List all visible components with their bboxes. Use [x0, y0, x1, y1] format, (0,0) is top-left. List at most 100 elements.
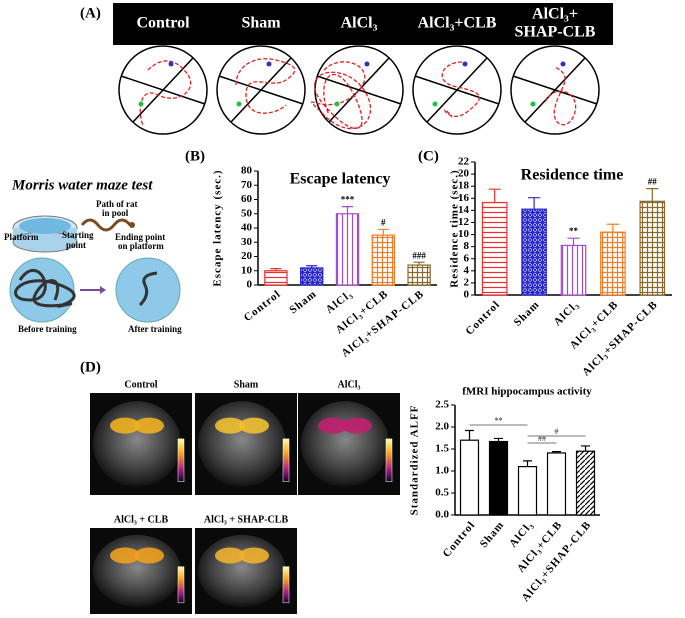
significance: **	[569, 226, 579, 236]
brain	[301, 401, 389, 487]
group-label: Sham	[241, 15, 281, 32]
label: Path of rat	[96, 199, 138, 209]
bar	[335, 213, 360, 286]
quadrant-line	[316, 75, 402, 105]
bar	[300, 267, 324, 286]
path-after	[138, 271, 158, 307]
label: on platform	[118, 241, 164, 251]
x-tick-label: AlCl₃	[324, 288, 355, 316]
significance: ##	[648, 177, 658, 187]
header-bar	[113, 3, 613, 45]
water	[19, 218, 71, 234]
arrowhead	[100, 286, 106, 294]
x-tick-label: Sham	[512, 298, 542, 328]
error-bar	[413, 261, 425, 266]
bracket-label: ##	[538, 434, 546, 443]
swim-path	[441, 61, 480, 118]
bar	[371, 234, 395, 286]
colorbar	[282, 438, 290, 482]
colorbar	[282, 566, 290, 604]
brain	[198, 401, 286, 487]
panel-label: (A)	[80, 5, 101, 21]
error-bar	[523, 460, 532, 467]
bar	[264, 270, 288, 286]
group-label: AlCl₃+	[532, 6, 578, 23]
y-tick-label: 2.5	[435, 399, 449, 411]
label: Starting	[62, 230, 94, 240]
swim-path	[235, 58, 296, 114]
error-bar	[581, 445, 590, 452]
quadrant-line	[414, 75, 500, 105]
y-tick-label: 22	[458, 156, 470, 168]
y-tick-label: 6	[464, 252, 470, 264]
mri-label: Control	[124, 379, 157, 390]
hippocampus	[134, 417, 164, 434]
y-tick-label: 18	[458, 180, 470, 192]
significance: #	[381, 217, 386, 227]
x-tick-label: AlCl₃+SHAP-CLB	[580, 298, 660, 378]
group-label: AlCl₃+CLB	[418, 15, 497, 32]
colorbar	[385, 438, 393, 482]
bracket-label: #	[555, 427, 559, 436]
error-bar	[377, 228, 389, 236]
y-tick-label: 14	[458, 204, 470, 216]
significance: ***	[341, 195, 355, 205]
y-tick-label: 1.5	[435, 443, 449, 455]
y-tick-label: 2	[464, 276, 470, 288]
maze-row: Control Sham AlCl₃ AlCl₃+CLB AlCl₃+SHAP-CLB	[118, 6, 600, 135]
start-point	[462, 61, 468, 67]
group-label: Control	[136, 15, 190, 32]
brain	[93, 534, 181, 608]
panel-label: (D)	[80, 359, 101, 375]
colorbar	[177, 438, 185, 482]
y-tick-label: 0	[464, 289, 470, 301]
hippocampus	[318, 417, 348, 434]
start-point	[364, 61, 370, 67]
quadrant-line	[120, 75, 206, 105]
bar	[521, 208, 547, 296]
y-tick-label: 10	[241, 264, 253, 276]
error-bar	[270, 268, 282, 271]
y-axis-label: Residence time (sec.)	[449, 169, 461, 287]
hippocampus	[342, 417, 372, 434]
platform	[432, 101, 438, 107]
bar	[407, 264, 431, 286]
bar	[600, 231, 626, 296]
chart-title: fMRI hippocampus activity	[462, 386, 592, 398]
hippocampus	[239, 417, 269, 434]
start-point	[168, 61, 174, 67]
y-axis-label: Escape latency (sec.)	[212, 169, 224, 286]
bracket-label: **	[495, 416, 503, 425]
x-tick-label: Control	[441, 519, 478, 560]
y-tick-label: 30	[241, 236, 253, 248]
y-tick-label: 50	[241, 207, 253, 219]
quadrant-line	[512, 75, 598, 105]
y-tick-label: 4	[464, 264, 470, 276]
path-before	[14, 269, 76, 308]
platform	[236, 101, 242, 107]
label: Platform	[4, 232, 39, 242]
x-tick-label: Control	[242, 288, 284, 324]
colorbar	[177, 566, 185, 604]
label: in pool	[102, 208, 129, 218]
mri-label: AlCl₃ + SHAP-CLB	[204, 514, 289, 525]
error-bar	[465, 429, 474, 441]
hippocampus	[110, 547, 140, 564]
error-bar	[527, 197, 541, 210]
x-tick-label: AlCl₃	[551, 298, 581, 328]
platform	[334, 101, 340, 107]
y-tick-label: 0	[247, 279, 253, 291]
y-tick-label: 16	[458, 192, 470, 204]
x-tick-label: Sham	[478, 519, 507, 550]
swim-path	[544, 66, 577, 126]
y-tick-label: 12	[458, 216, 470, 228]
bar	[639, 200, 666, 296]
chart-title: Residence time	[521, 167, 624, 184]
quadrant-line	[218, 75, 304, 105]
group-label: SHAP-CLB	[515, 24, 596, 41]
platform	[530, 101, 536, 107]
y-tick-label: 60	[241, 193, 253, 205]
label: Ending point	[115, 232, 165, 242]
mri-label: AlCl₃ + CLB	[114, 514, 169, 525]
